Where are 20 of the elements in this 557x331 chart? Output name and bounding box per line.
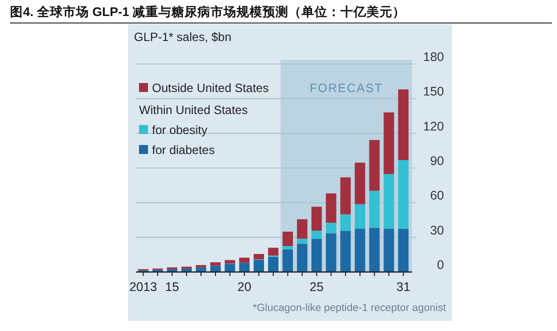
x-tick-label: 31 xyxy=(396,280,410,294)
x-tick-label: 2013 xyxy=(129,280,158,294)
chart-title: 图4. 全球市场 GLP-1 减重与糖尿病市场规模预测（单位：十亿美元） xyxy=(10,4,406,19)
legend-label: for obesity xyxy=(152,123,208,137)
y-tick-label: 60 xyxy=(430,188,444,203)
y-tick-label: 0 xyxy=(437,258,444,272)
chart-subtitle: GLP-1* sales, $bn xyxy=(134,30,232,44)
legend-label: Outside United States xyxy=(152,81,269,95)
text: *Glucagon-like peptide-1 receptor agonist xyxy=(252,302,446,314)
y-tick-label: 120 xyxy=(423,119,444,134)
y-tick-label: 150 xyxy=(423,84,444,99)
x-tick-label: 15 xyxy=(165,280,180,294)
band-label: FORECAST xyxy=(310,81,383,95)
annotation: Within United States xyxy=(139,103,248,117)
x-tick-label: 20 xyxy=(237,280,252,294)
y-tick-label: 90 xyxy=(430,154,444,168)
legend-label: for diabetes xyxy=(152,143,215,157)
y-tick-label: 30 xyxy=(430,223,444,238)
x-tick-label: 25 xyxy=(310,280,324,294)
y-tick-label: 180 xyxy=(423,50,444,64)
